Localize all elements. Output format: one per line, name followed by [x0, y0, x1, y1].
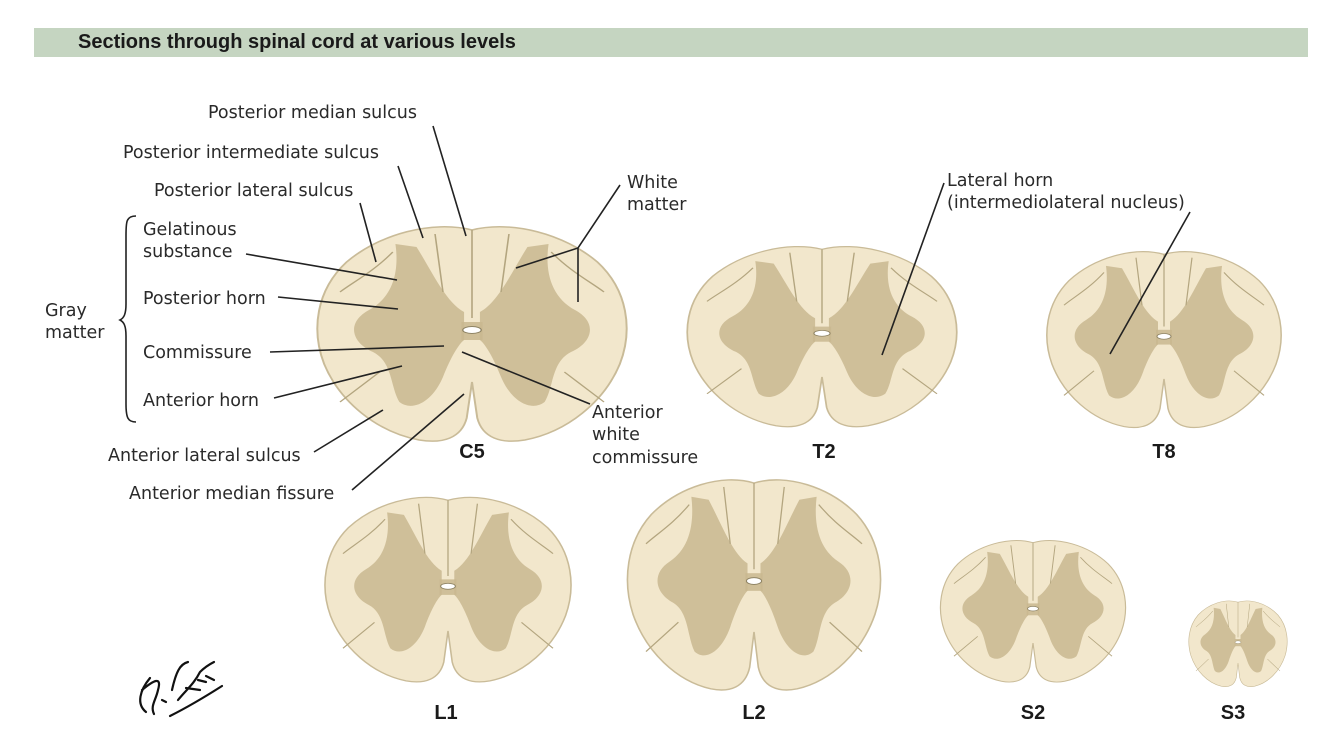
label-lateral-horn-line2: (intermediolateral nucleus) [947, 193, 1185, 213]
label-anterior-white-commissure-line1: Anterior [592, 403, 663, 423]
section-c5 [316, 225, 628, 443]
label-anterior-white-commissure-line2: white [592, 425, 640, 445]
level-label-t2: T2 [812, 441, 835, 463]
label-posterior-horn: Posterior horn [143, 289, 266, 309]
level-label-c5: C5 [459, 441, 485, 463]
label-anterior-white-commissure-line3: commissure [592, 448, 698, 468]
section-l1 [324, 496, 572, 683]
label-commissure: Commissure [143, 343, 252, 363]
level-label-l2: L2 [742, 702, 765, 724]
section-l2 [626, 479, 882, 691]
section-t8 [1046, 250, 1282, 429]
section-t2 [686, 245, 958, 428]
label-anterior-median-fissure: Anterior median fissure [129, 484, 334, 504]
level-label-s3: S3 [1221, 702, 1245, 724]
label-gray-matter-line2: matter [45, 323, 105, 343]
label-white-matter-line2: matter [627, 195, 687, 215]
artist-signature-logo [139, 660, 224, 718]
level-label-l1: L1 [434, 702, 457, 724]
level-label-s2: S2 [1021, 702, 1045, 724]
label-posterior-median-sulcus: Posterior median sulcus [208, 103, 417, 123]
level-label-t8: T8 [1152, 441, 1175, 463]
label-posterior-lateral-sulcus: Posterior lateral sulcus [154, 181, 353, 201]
label-lateral-horn-line1: Lateral horn [947, 171, 1053, 191]
section-s3 [1188, 600, 1288, 687]
label-gelatinous-substance-line2: substance [143, 242, 233, 262]
page-title: Sections through spinal cord at various … [78, 31, 516, 53]
label-anterior-lateral-sulcus: Anterior lateral sulcus [108, 446, 301, 466]
label-white-matter-line1: White [627, 173, 678, 193]
label-anterior-horn: Anterior horn [143, 391, 259, 411]
leader-lines [118, 125, 1191, 491]
header-bar: Sections through spinal cord at various … [34, 28, 1308, 57]
label-gray-matter-line1: Gray [45, 301, 87, 321]
section-s2 [939, 539, 1127, 683]
label-posterior-intermediate-sulcus: Posterior intermediate sulcus [123, 143, 379, 163]
label-gelatinous-substance-line1: Gelatinous [143, 220, 237, 240]
